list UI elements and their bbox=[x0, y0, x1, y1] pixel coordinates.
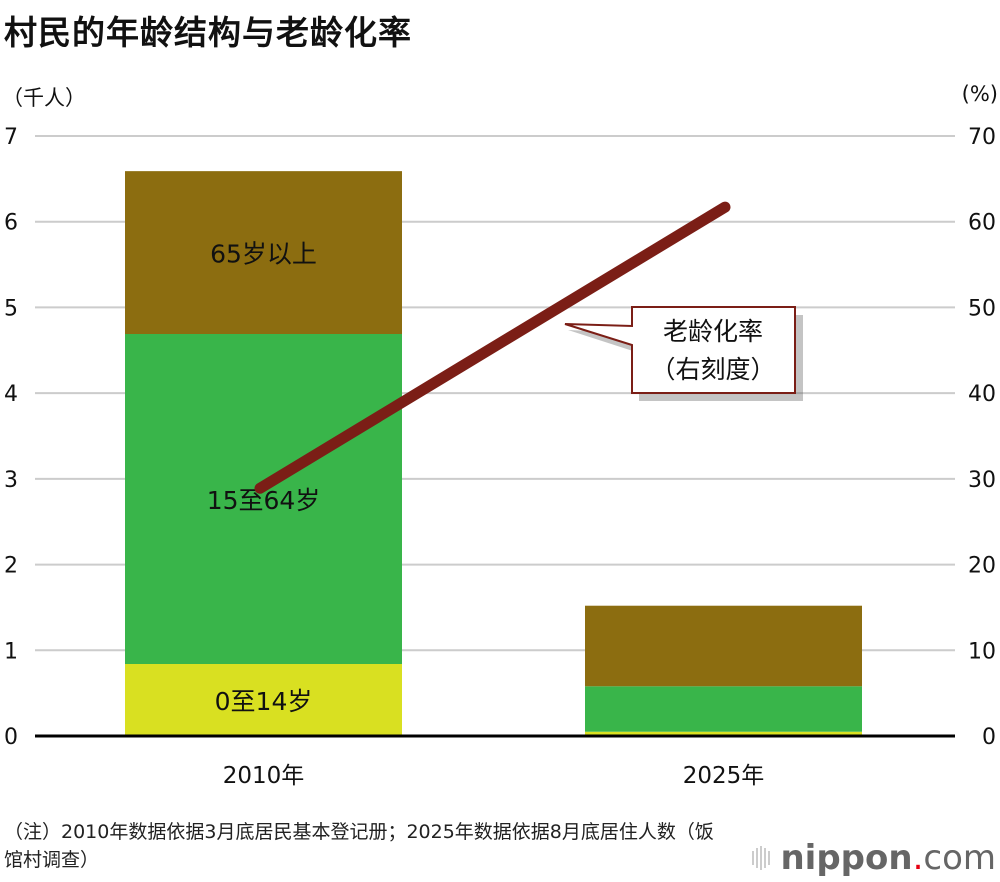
bar-segment bbox=[125, 664, 402, 736]
right-tick-label: 30 bbox=[968, 468, 996, 493]
callout-title: 老龄化率 bbox=[663, 317, 763, 346]
left-tick-label: 4 bbox=[4, 382, 18, 407]
right-tick-label: 0 bbox=[982, 725, 996, 750]
segment-label: 0至14岁 bbox=[215, 687, 313, 716]
right-tick-label: 20 bbox=[968, 554, 996, 579]
right-axis-unit: (%) bbox=[961, 82, 998, 106]
right-tick-label: 10 bbox=[968, 639, 996, 664]
category-label: 2010年 bbox=[223, 763, 305, 789]
bar-segment bbox=[125, 171, 402, 334]
aging-rate-line bbox=[254, 201, 731, 494]
segment-label: 65岁以上 bbox=[210, 240, 317, 269]
nippon-logo: nippon. com bbox=[752, 838, 996, 878]
right-tick-label: 70 bbox=[968, 125, 996, 150]
chart-title: 村民的年龄结构与老龄化率 bbox=[4, 13, 412, 52]
callout-box bbox=[564, 306, 796, 394]
left-tick-label: 2 bbox=[4, 554, 18, 579]
bar-segment bbox=[585, 731, 862, 736]
logo-suffix: com bbox=[923, 838, 996, 878]
right-tick-label: 60 bbox=[968, 211, 996, 236]
chart-plot: 012345670102030405060700至14岁15至64岁65岁以上2… bbox=[4, 125, 996, 789]
left-tick-label: 6 bbox=[4, 211, 18, 236]
logo-text: nippon bbox=[780, 838, 913, 878]
callout-subtitle: （右刻度） bbox=[650, 355, 775, 384]
left-tick-label: 5 bbox=[4, 296, 18, 321]
footnote: （注）2010年数据依据3月底居民基本登记册；2025年数据依据8月底居住人数（… bbox=[4, 821, 714, 871]
left-tick-label: 1 bbox=[4, 639, 18, 664]
category-label: 2025年 bbox=[683, 763, 765, 789]
logo-dot: . bbox=[912, 838, 924, 878]
bar-segment bbox=[585, 686, 862, 732]
left-tick-label: 7 bbox=[4, 125, 18, 150]
right-tick-label: 50 bbox=[968, 296, 996, 321]
left-tick-label: 3 bbox=[4, 468, 18, 493]
bar-segment bbox=[125, 334, 402, 664]
bar-segment bbox=[585, 605, 862, 687]
left-tick-label: 0 bbox=[4, 725, 18, 750]
right-tick-label: 40 bbox=[968, 382, 996, 407]
logo-icon bbox=[752, 846, 771, 870]
left-axis-unit: （千人） bbox=[2, 86, 86, 110]
